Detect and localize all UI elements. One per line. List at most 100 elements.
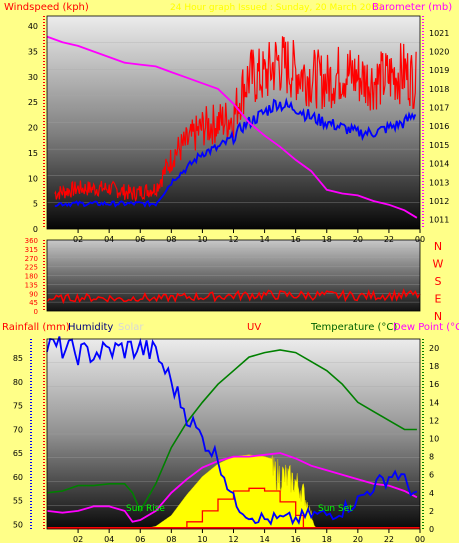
- barometer-tick-label: 1021: [429, 29, 449, 38]
- wind-x-tick-label: 18: [322, 235, 332, 244]
- temp-x-tick-label: 22: [384, 535, 394, 543]
- wind-x-tick-label: 16: [291, 235, 301, 244]
- temp-x-tick-label: 02: [73, 535, 83, 543]
- humidity-tick-label: 70: [13, 425, 23, 434]
- direction-tick-label: 315: [25, 246, 38, 254]
- wind-tick-label: 10: [28, 174, 38, 183]
- direction-tick-label: 45: [29, 299, 38, 307]
- dew-point-label: Dew Point (°C): [393, 322, 459, 333]
- temp-x-tick-label: 08: [166, 535, 176, 543]
- direction-tick-label: 270: [25, 255, 38, 263]
- temperature-tick-label: 14: [429, 398, 439, 407]
- temperature-label: Temperature (°C): [310, 322, 397, 333]
- humidity-tick-label: 60: [13, 473, 23, 482]
- rainfall-label: Rainfall (mm): [2, 322, 70, 333]
- wind-tick-label: 35: [28, 48, 38, 57]
- sun-set-label: Sun Set: [318, 504, 353, 514]
- compass-label: S: [435, 275, 442, 288]
- temperature-tick-label: 10: [429, 435, 439, 444]
- wind-x-tick-label: 08: [166, 235, 176, 244]
- temp-x-tick-label: 18: [322, 535, 332, 543]
- humidity-line: [46, 336, 418, 526]
- plot-frame: [46, 15, 421, 230]
- temp-x-tick-label: 16: [291, 535, 301, 543]
- temp-x-tick-label: 12: [228, 535, 238, 543]
- barometer-tick-label: 1016: [429, 122, 449, 131]
- barometer-tick-label: 1018: [429, 85, 449, 94]
- wind-x-tick-label: 06: [135, 235, 145, 244]
- direction-tick-label: 180: [25, 273, 38, 281]
- temp-x-tick-label: 06: [135, 535, 145, 543]
- wind-x-tick-label: 00: [415, 235, 425, 244]
- barometer-line: [46, 35, 418, 219]
- solar-label: Solar: [118, 322, 144, 333]
- plot-frame: [46, 239, 421, 312]
- wind-tick-label: 15: [28, 149, 38, 158]
- wind-x-tick-label: 04: [104, 235, 114, 244]
- temp-x-tick-label: 00: [415, 535, 425, 543]
- wind-tick-label: 20: [28, 124, 38, 133]
- wind-x-tick-label: 12: [228, 235, 238, 244]
- wind-x-tick-label: 14: [259, 235, 269, 244]
- compass-label: W: [433, 258, 444, 271]
- temperature-tick-label: 2: [429, 507, 434, 516]
- uv-line: [171, 487, 305, 529]
- compass-label: E: [435, 293, 442, 306]
- humidity-tick-label: 55: [13, 497, 23, 506]
- wind-tick-label: 0: [33, 225, 38, 234]
- temperature-tick-label: 8: [429, 453, 434, 462]
- humidity-tick-label: 50: [13, 520, 23, 529]
- temperature-line: [46, 349, 417, 513]
- sun-rise-label: Sun Rise: [126, 504, 165, 514]
- barometer-tick-label: 1019: [429, 66, 449, 75]
- humidity-label: Humidity: [68, 322, 113, 333]
- direction-tick-label: 90: [29, 290, 38, 298]
- humidity-tick-label: 65: [13, 449, 23, 458]
- chart-title: 24 Hour graph Issued : Sunday, 20 March …: [170, 3, 394, 13]
- compass-label: N: [434, 240, 442, 253]
- temperature-tick-label: 12: [429, 416, 439, 425]
- wind-tick-label: 30: [28, 73, 38, 82]
- temp-x-tick-label: 20: [353, 535, 363, 543]
- direction-tick-label: 135: [25, 281, 38, 289]
- compass-label: N: [434, 310, 442, 323]
- windspeed-line: [54, 36, 417, 203]
- humidity-tick-label: 85: [13, 354, 23, 363]
- temp-x-tick-label: 10: [197, 535, 207, 543]
- uv-label: UV: [247, 322, 261, 333]
- temperature-tick-label: 16: [429, 380, 439, 389]
- barometer-tick-label: 1011: [429, 216, 449, 225]
- wind-tick-label: 5: [33, 200, 38, 209]
- temperature-tick-label: 20: [429, 344, 439, 353]
- wind-axis-title: Windspeed (kph): [4, 2, 89, 13]
- barometer-axis-title: Barometer (mb): [372, 2, 452, 13]
- wind-x-tick-label: 22: [384, 235, 394, 244]
- wind-average-line: [54, 97, 417, 208]
- wind-direction-line: [46, 288, 421, 305]
- direction-tick-label: 0: [34, 308, 38, 316]
- wind-x-tick-label: 02: [73, 235, 83, 244]
- wind-x-tick-label: 10: [197, 235, 207, 244]
- plot-frame: [46, 338, 421, 530]
- temperature-tick-label: 18: [429, 362, 439, 371]
- wind-x-tick-label: 20: [353, 235, 363, 244]
- temperature-tick-label: 6: [429, 471, 434, 480]
- humidity-tick-label: 80: [13, 378, 23, 387]
- wind-tick-label: 40: [28, 22, 38, 31]
- barometer-tick-label: 1017: [429, 104, 449, 113]
- dew-point-line: [46, 452, 418, 523]
- barometer-tick-label: 1012: [429, 197, 449, 206]
- temp-x-tick-label: 14: [259, 535, 269, 543]
- direction-tick-label: 225: [25, 264, 38, 272]
- humidity-tick-label: 75: [13, 402, 23, 411]
- temperature-tick-label: 0: [429, 525, 434, 534]
- direction-tick-label: 360: [25, 237, 38, 245]
- barometer-tick-label: 1020: [429, 48, 449, 57]
- barometer-tick-label: 1014: [429, 160, 449, 169]
- temperature-tick-label: 4: [429, 489, 434, 498]
- temp-x-tick-label: 04: [104, 535, 114, 543]
- barometer-tick-label: 1013: [429, 178, 449, 187]
- barometer-tick-label: 1015: [429, 141, 449, 150]
- wind-tick-label: 25: [28, 98, 38, 107]
